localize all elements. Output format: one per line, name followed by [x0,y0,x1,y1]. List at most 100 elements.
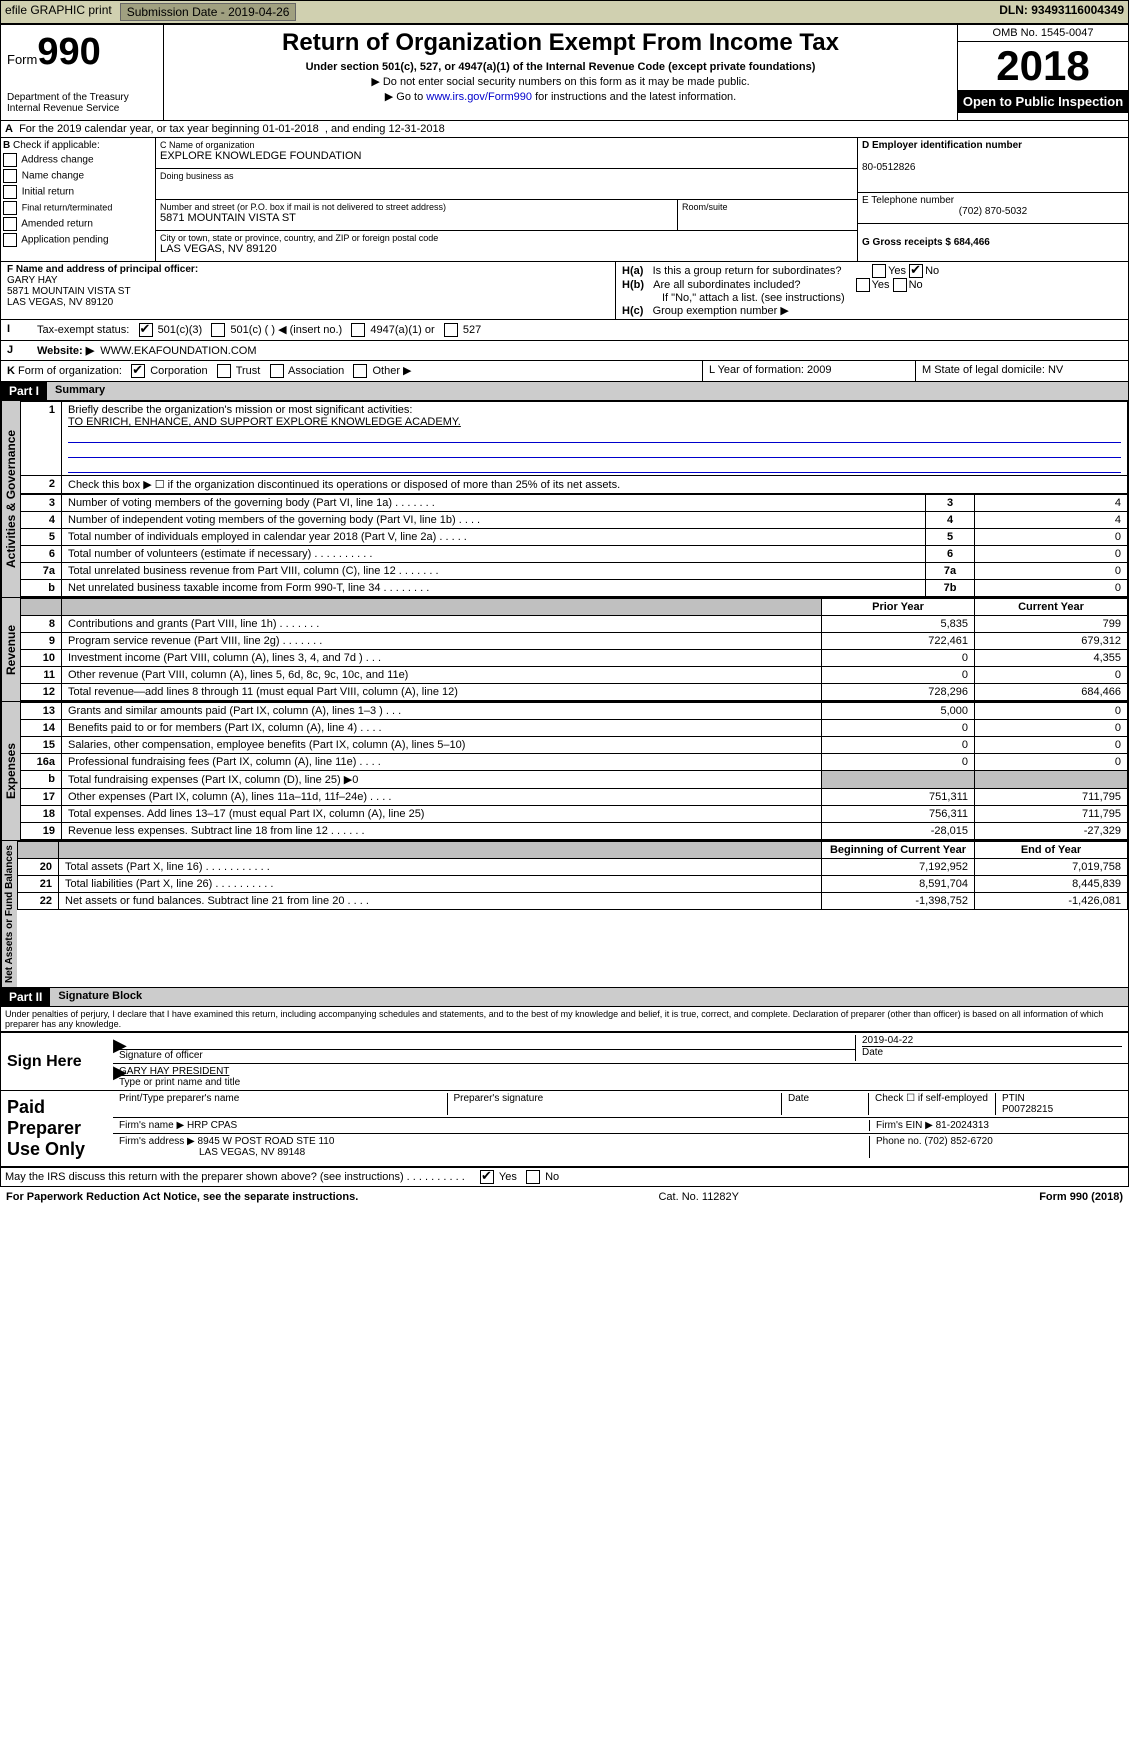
row-4-num: 4 [21,512,62,529]
row-j: J Website: ▶ WWW.EKAFOUNDATION.COM [0,341,1129,361]
name-title-lbl: Type or print name and title [119,1077,1122,1088]
chk-corp[interactable] [131,364,145,378]
officer-name: GARY HAY [7,275,58,286]
row-18-num: 18 [21,806,62,823]
chk-name-change[interactable] [3,169,17,183]
form-title: Return of Organization Exempt From Incom… [168,29,953,57]
l1-val: TO ENRICH, ENHANCE, AND SUPPORT EXPLORE … [68,416,461,428]
row-13-curr: 0 [975,703,1128,720]
row-9-num: 9 [21,633,62,650]
row-5-code: 5 [926,529,975,546]
c-name-lbl: C Name of organization [160,140,853,150]
efile-topbar: efile GRAPHIC print Submission Date - 20… [0,0,1129,24]
form990-link[interactable]: www.irs.gov/Form990 [426,91,532,103]
row-8-num: 8 [21,616,62,633]
row-22-curr: -1,426,081 [975,893,1128,910]
p-check: Check ☐ if self-employed [869,1093,996,1115]
org-city: LAS VEGAS, NV 89120 [160,243,853,255]
efile-label: efile GRAPHIC print [5,3,112,21]
firm-addr2: LAS VEGAS, NV 89148 [119,1147,305,1158]
row-14-prior: 0 [822,720,975,737]
sign-here-label: Sign Here [1,1033,113,1090]
row-21-prior: 8,591,704 [822,876,975,893]
row-17-num: 17 [21,789,62,806]
row-klm: K Form of organization: Corporation Trus… [0,361,1129,382]
opt-pending: Application pending [21,235,108,246]
g-lbl: G Gross receipts $ 684,466 [862,237,990,248]
hb-yes[interactable] [856,278,870,292]
chk-final-return[interactable] [3,201,17,215]
p-sig-lbl: Preparer's signature [448,1093,783,1115]
tax-year: 2018 [958,42,1128,90]
row-7a-code: 7a [926,563,975,580]
chk-other[interactable] [353,364,367,378]
row-16a-num: 16a [21,754,62,771]
row-6-val: 0 [975,546,1128,563]
row-14-curr: 0 [975,720,1128,737]
row-16a-prior: 0 [822,754,975,771]
row-14-text: Benefits paid to or for members (Part IX… [62,720,822,737]
ha-text: Is this a group return for subordinates? [653,265,842,277]
form-label: Form [7,52,37,67]
row-10-curr: 4,355 [975,650,1128,667]
form-subtitle: Under section 501(c), 527, or 4947(a)(1)… [168,61,953,73]
chk-address-change[interactable] [3,153,17,167]
hb-no[interactable] [893,278,907,292]
p-date-lbl: Date [782,1093,869,1115]
chk-pending[interactable] [3,233,17,247]
row-12-text: Total revenue—add lines 8 through 11 (mu… [62,684,822,701]
part1-revenue: Revenue Prior Year Current Year8 Contrib… [0,598,1129,702]
ptin-lbl: PTIN [1002,1093,1025,1104]
ha-yes[interactable] [872,264,886,278]
discuss-text: May the IRS discuss this return with the… [5,1171,465,1183]
ein: 80-0512826 [862,162,1124,173]
sig-date-val: 2019-04-22 [862,1035,913,1046]
chk-initial-return[interactable] [3,185,17,199]
firm-addr1: 8945 W POST ROAD STE 110 [198,1136,335,1147]
officer-name-title: GARY HAY PRESIDENT [119,1066,1122,1077]
opt-501c3: 501(c)(3) [158,324,203,336]
footer-formnum: 990 [1070,1191,1088,1203]
row-14-num: 14 [21,720,62,737]
tab-netassets: Net Assets or Fund Balances [1,841,17,987]
row-10-num: 10 [21,650,62,667]
discuss-no[interactable] [526,1170,540,1184]
discuss-yes[interactable] [480,1170,494,1184]
chk-501c[interactable] [211,323,225,337]
row-13-num: 13 [21,703,62,720]
row-12-curr: 684,466 [975,684,1128,701]
c-room-lbl: Room/suite [682,202,853,212]
footer-right: Form 990 (2018) [1039,1191,1123,1203]
hb-text: Are all subordinates included? [653,279,800,291]
row-7b-val: 0 [975,580,1128,597]
chk-assoc[interactable] [270,364,284,378]
sig-date-lbl: Date [862,1046,1122,1058]
hdr-curr: Current Year [975,599,1128,616]
open-to-public: Open to Public Inspection [958,90,1128,113]
row-9-text: Program service revenue (Part VIII, line… [62,633,822,650]
submission-date-button[interactable]: Submission Date - 2019-04-26 [120,3,297,21]
omb-number: OMB No. 1545-0047 [958,25,1128,42]
row-6-num: 6 [21,546,62,563]
row-4-text: Number of independent voting members of … [62,512,926,529]
chk-4947[interactable] [351,323,365,337]
k-lbl: Form of organization: [18,365,122,377]
org-street: 5871 MOUNTAIN VISTA ST [160,212,673,224]
tab-governance: Activities & Governance [1,401,20,597]
ha-no[interactable] [909,264,923,278]
chk-527[interactable] [444,323,458,337]
row-15-text: Salaries, other compensation, employee b… [62,737,822,754]
row-b-curr [975,771,1128,789]
part2-hdr: Part II [1,988,50,1006]
row-18-text: Total expenses. Add lines 13–17 (must eq… [62,806,822,823]
row-7b-num: b [21,580,62,597]
chk-trust[interactable] [217,364,231,378]
firm-name: HRP CPAS [187,1120,237,1131]
row-5-num: 5 [21,529,62,546]
row-8-curr: 799 [975,616,1128,633]
row-21-text: Total liabilities (Part X, line 26) . . … [59,876,822,893]
chk-501c3[interactable] [139,323,153,337]
row-11-num: 11 [21,667,62,684]
chk-amended[interactable] [3,217,17,231]
row-7b-text: Net unrelated business taxable income fr… [62,580,926,597]
